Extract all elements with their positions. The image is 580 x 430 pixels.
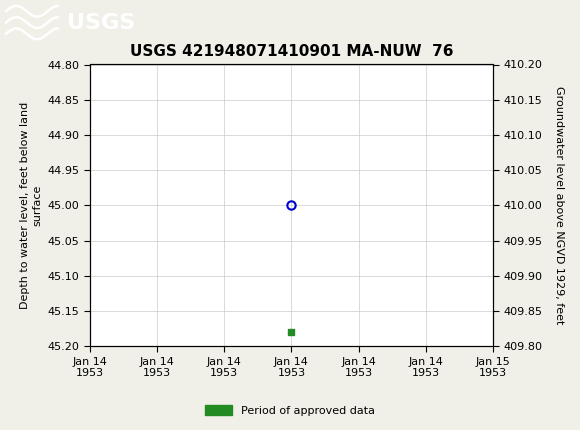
Legend: Period of approved data: Period of approved data: [200, 400, 380, 420]
Text: USGS: USGS: [67, 12, 135, 33]
Y-axis label: Depth to water level, feet below land
surface: Depth to water level, feet below land su…: [20, 102, 42, 309]
Y-axis label: Groundwater level above NGVD 1929, feet: Groundwater level above NGVD 1929, feet: [553, 86, 564, 325]
Title: USGS 421948071410901 MA-NUW  76: USGS 421948071410901 MA-NUW 76: [130, 44, 453, 59]
